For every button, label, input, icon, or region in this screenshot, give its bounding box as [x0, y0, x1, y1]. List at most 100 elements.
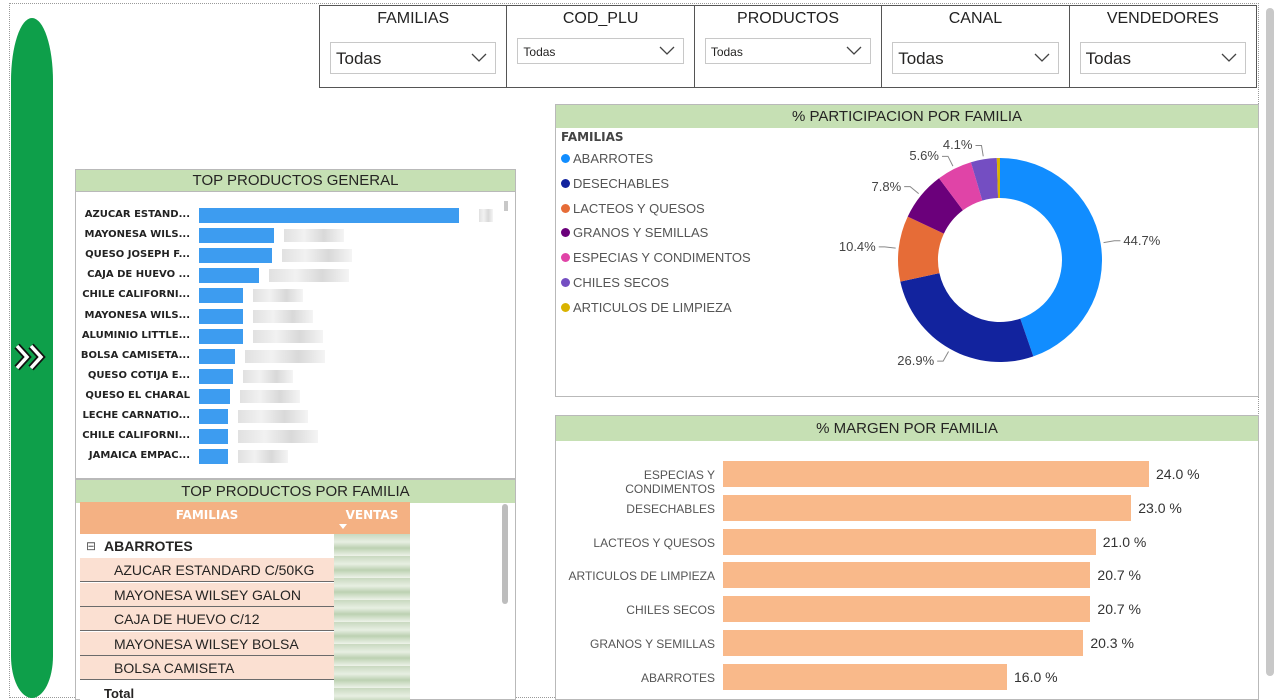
- legend-label: ESPECIAS Y CONDIMENTOS: [573, 250, 751, 266]
- table-row[interactable]: AZUCAR ESTANDARD C/50KG: [80, 558, 334, 582]
- table-scrollbar[interactable]: [502, 504, 508, 604]
- chevron-down-icon: [1034, 53, 1050, 62]
- top-productos-general-panel: TOP PRODUCTOS GENERAL: [75, 169, 516, 479]
- canal-dropdown[interactable]: Todas: [892, 42, 1059, 74]
- legend-item[interactable]: ARTICULOS DE LIMPIEZA: [561, 300, 732, 315]
- nav-side-tab[interactable]: [11, 18, 53, 698]
- dropdown-value: Todas: [710, 45, 743, 59]
- donut-data-label: 5.6%: [909, 148, 939, 164]
- legend-item[interactable]: LACTEOS Y QUESOS: [561, 201, 705, 216]
- legend-item[interactable]: ABARROTES: [561, 151, 653, 166]
- familias-dropdown[interactable]: Todas: [330, 42, 497, 74]
- redacted-value: [268, 269, 349, 283]
- table-row[interactable]: CAJA DE HUEVO C/12: [80, 607, 334, 632]
- bar-label: BOLSA CAMISETA...: [80, 349, 190, 361]
- legend-label: ABARROTES: [573, 151, 654, 166]
- bar-label: CAJA DE HUEVO ...: [87, 269, 190, 281]
- product-bar[interactable]: [199, 348, 236, 364]
- collapse-icon[interactable]: ⊟: [86, 539, 97, 553]
- product-bar[interactable]: [199, 429, 228, 445]
- margen-value-label: 24.0 %: [1156, 466, 1200, 482]
- slicer-title: FAMILIAS: [377, 10, 450, 27]
- margen-bar[interactable]: [723, 596, 1091, 623]
- product-bar[interactable]: [199, 308, 244, 324]
- bar-label: AZUCAR ESTAND...: [84, 209, 190, 220]
- product-bar[interactable]: [199, 368, 233, 384]
- legend-item[interactable]: ESPECIAS Y CONDIMENTOS: [561, 250, 751, 265]
- table-row[interactable]: MAYONESA WILSEY BOLSA: [80, 631, 334, 656]
- legend-dot-icon: [561, 203, 570, 213]
- chevron-down-icon: [471, 53, 487, 62]
- margen-bar[interactable]: [723, 562, 1091, 589]
- donut-data-label: 4.1%: [942, 137, 973, 153]
- margen-bar[interactable]: [723, 461, 1149, 487]
- product-bar[interactable]: [199, 228, 275, 244]
- slicer-title: PRODUCTOS: [737, 10, 839, 27]
- filter-slicers: FAMILIAS Todas COD_PLU Todas PRODUCTOS T…: [319, 5, 1257, 88]
- legend-label: ARTICULOS DE LIMPIEZA: [573, 299, 732, 315]
- table-row[interactable]: BOLSA CAMISETA BIODEGRADABLE: [80, 656, 334, 700]
- ventas-values-column: [334, 534, 410, 700]
- redacted-value: [237, 410, 308, 423]
- product-bar[interactable]: [199, 328, 244, 344]
- legend-label: GRANOS Y SEMILLAS: [573, 225, 709, 241]
- margen-familia-panel: % MARGEN POR FAMILIA: [555, 415, 1259, 700]
- product-bar[interactable]: [199, 208, 459, 223]
- table-row[interactable]: MAYONESA WILSEY GALON: [80, 582, 334, 607]
- table-group-row[interactable]: ⊟ ABARROTES: [80, 534, 334, 558]
- bar-label: QUESO COTIJA E...: [87, 369, 190, 381]
- slicer-cod-plu: COD_PLU Todas: [507, 6, 695, 87]
- product-bar[interactable]: [199, 248, 272, 264]
- margen-category-label: CHILES SECOS: [626, 603, 715, 618]
- margen-value-label: 20.7 %: [1097, 601, 1142, 618]
- donut-data-label: 44.7%: [1123, 232, 1161, 248]
- legend-item[interactable]: CHILES SECOS: [561, 275, 669, 290]
- product-bar[interactable]: [199, 388, 231, 404]
- bar-label: QUESO JOSEPH F...: [85, 249, 190, 261]
- group-label: ABARROTES: [104, 538, 193, 554]
- margen-value-label: 16.0 %: [1014, 668, 1058, 685]
- redacted-value: [237, 450, 288, 464]
- margen-bar[interactable]: [723, 528, 1096, 555]
- vendedores-dropdown[interactable]: Todas: [1079, 42, 1247, 74]
- margen-bar[interactable]: [723, 494, 1132, 521]
- legend-label: LACTEOS Y QUESOS: [573, 200, 705, 216]
- bar-label: CHILE CALIFORNI...: [82, 430, 190, 442]
- product-bar[interactable]: [199, 409, 228, 424]
- chevron-down-icon: [846, 46, 862, 55]
- bar-label: LECHE CARNATIO...: [82, 410, 190, 421]
- col-header-label: VENTAS: [345, 508, 399, 522]
- col-header-ventas[interactable]: VENTAS: [334, 502, 410, 534]
- table-total-row: Total: [80, 682, 334, 700]
- chevron-down-icon: [659, 46, 675, 55]
- margen-bar[interactable]: [723, 630, 1084, 656]
- col-header-familias[interactable]: FAMILIAS: [80, 502, 334, 534]
- redacted-value: [253, 309, 314, 323]
- product-bar[interactable]: [199, 449, 228, 465]
- product-bar[interactable]: [199, 268, 259, 284]
- dropdown-value: Todas: [336, 49, 382, 68]
- dropdown-value: Todas: [1085, 49, 1131, 68]
- page-scrollbar[interactable]: [1266, 8, 1274, 676]
- row-label: AZUCAR ESTANDARD C/50KG: [114, 562, 315, 578]
- total-label: Total: [104, 686, 135, 700]
- sort-desc-icon: [339, 524, 347, 529]
- slicer-vendedores: VENDEDORES Todas: [1070, 6, 1256, 87]
- bar-label: MAYONESA WILS...: [84, 229, 190, 241]
- productos-dropdown[interactable]: Todas: [704, 38, 872, 64]
- legend-item[interactable]: GRANOS Y SEMILLAS: [561, 225, 708, 240]
- chevron-down-icon: [1221, 53, 1237, 62]
- chart-scrollbar[interactable]: [504, 201, 508, 211]
- legend-item[interactable]: DESECHABLES: [561, 176, 669, 191]
- redacted-value: [284, 229, 345, 243]
- margen-bar[interactable]: [723, 663, 1007, 690]
- margen-category-label: LACTEOS Y QUESOS: [593, 535, 715, 550]
- product-bar[interactable]: [199, 288, 244, 304]
- margen-category-label: ARTICULOS DE LIMPIEZA: [568, 569, 715, 584]
- legend-dot-icon: [561, 228, 570, 238]
- cod-plu-dropdown[interactable]: Todas: [517, 38, 684, 64]
- double-chevron-right-icon[interactable]: [13, 340, 53, 374]
- bar-label: JAMAICA EMPAC...: [88, 450, 190, 462]
- margen-category-label: ESPECIAS Y CONDIMENTOS: [625, 468, 715, 496]
- slicer-title: COD_PLU: [562, 10, 639, 27]
